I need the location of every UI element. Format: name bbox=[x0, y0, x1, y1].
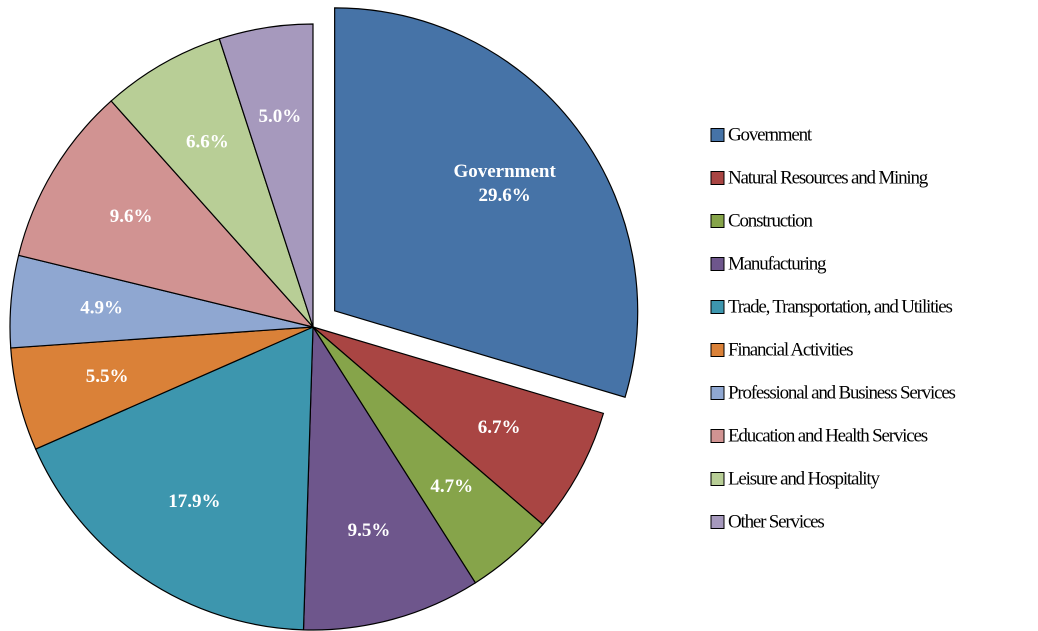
legend-item-financial-activities: Financial Activities bbox=[710, 339, 854, 360]
pie-data-labels: Government 29.6% 6.7% 4.7% 9.5% 17.9% 5.5% 4.9%… bbox=[80, 106, 556, 541]
slice-government bbox=[334, 7, 639, 398]
legend-swatch bbox=[710, 429, 725, 443]
legend-swatch bbox=[710, 128, 725, 142]
data-label-construction: 4.7% bbox=[430, 476, 473, 497]
slice-leisure-and-hospitality bbox=[110, 38, 314, 328]
legend: Government Natural Resources and Mining Co… bbox=[710, 124, 957, 532]
legend-swatch bbox=[710, 257, 725, 271]
data-label-government: Government 29.6% bbox=[453, 161, 556, 206]
data-label-other-services: 5.0% bbox=[258, 106, 301, 127]
data-label-natural-resources-and-mining: 6.7% bbox=[478, 417, 521, 438]
legend-swatch bbox=[710, 386, 725, 400]
legend-swatch bbox=[710, 300, 725, 314]
data-label-professional-and-business-services: 4.9% bbox=[80, 297, 123, 318]
legend-item-natural-resources-and-mining: Natural Resources and Mining bbox=[710, 167, 930, 188]
legend-item-manufacturing: Manufacturing bbox=[710, 253, 828, 274]
slice-trade-transportation-and-utilities bbox=[34, 326, 314, 631]
legend-swatch bbox=[710, 343, 725, 357]
legend-swatch bbox=[710, 171, 725, 185]
legend-swatch bbox=[710, 515, 725, 529]
slice-manufacturing bbox=[302, 325, 477, 631]
legend-label: Professional and Business Services bbox=[728, 382, 956, 403]
data-label-financial-activities: 5.5% bbox=[86, 366, 129, 387]
legend-label: Natural Resources and Mining bbox=[728, 167, 929, 188]
slice-natural-resources-and-mining bbox=[312, 326, 605, 526]
legend-label: Trade, Transportation, and Utilities bbox=[728, 296, 952, 317]
data-label-education-and-health-services: 9.6% bbox=[110, 206, 153, 227]
legend-label: Government bbox=[728, 124, 813, 145]
data-label-value: 29.6% bbox=[479, 185, 531, 206]
slice-education-and-health-services bbox=[17, 100, 315, 329]
legend-item-government: Government bbox=[710, 124, 814, 145]
legend-label: Education and Health Services bbox=[728, 425, 928, 446]
legend-item-professional-and-business-services: Professional and Business Services bbox=[710, 382, 957, 403]
data-label-manufacturing: 9.5% bbox=[348, 520, 391, 541]
slice-other-services bbox=[218, 23, 314, 328]
legend-item-other-services: Other Services bbox=[710, 511, 826, 532]
legend-item-construction: Construction bbox=[710, 210, 815, 231]
legend-label: Financial Activities bbox=[728, 339, 853, 360]
legend-label: Construction bbox=[728, 210, 813, 231]
data-label-leisure-and-hospitality: 6.6% bbox=[186, 131, 229, 152]
data-label-category: Government bbox=[453, 161, 556, 182]
legend-item-education-and-health-services: Education and Health Services bbox=[710, 425, 929, 446]
pie-slices bbox=[9, 7, 639, 631]
legend-label: Leisure and Hospitality bbox=[728, 468, 880, 489]
legend-item-trade-transportation-and-utilities: Trade, Transportation, and Utilities bbox=[710, 296, 954, 317]
legend-swatch bbox=[710, 214, 725, 228]
legend-label: Other Services bbox=[728, 511, 824, 532]
legend-label: Manufacturing bbox=[728, 253, 827, 274]
legend-item-leisure-and-hospitality: Leisure and Hospitality bbox=[710, 468, 882, 489]
legend-swatch bbox=[710, 472, 725, 486]
data-label-trade-transportation-and-utilities: 17.9% bbox=[168, 491, 220, 512]
